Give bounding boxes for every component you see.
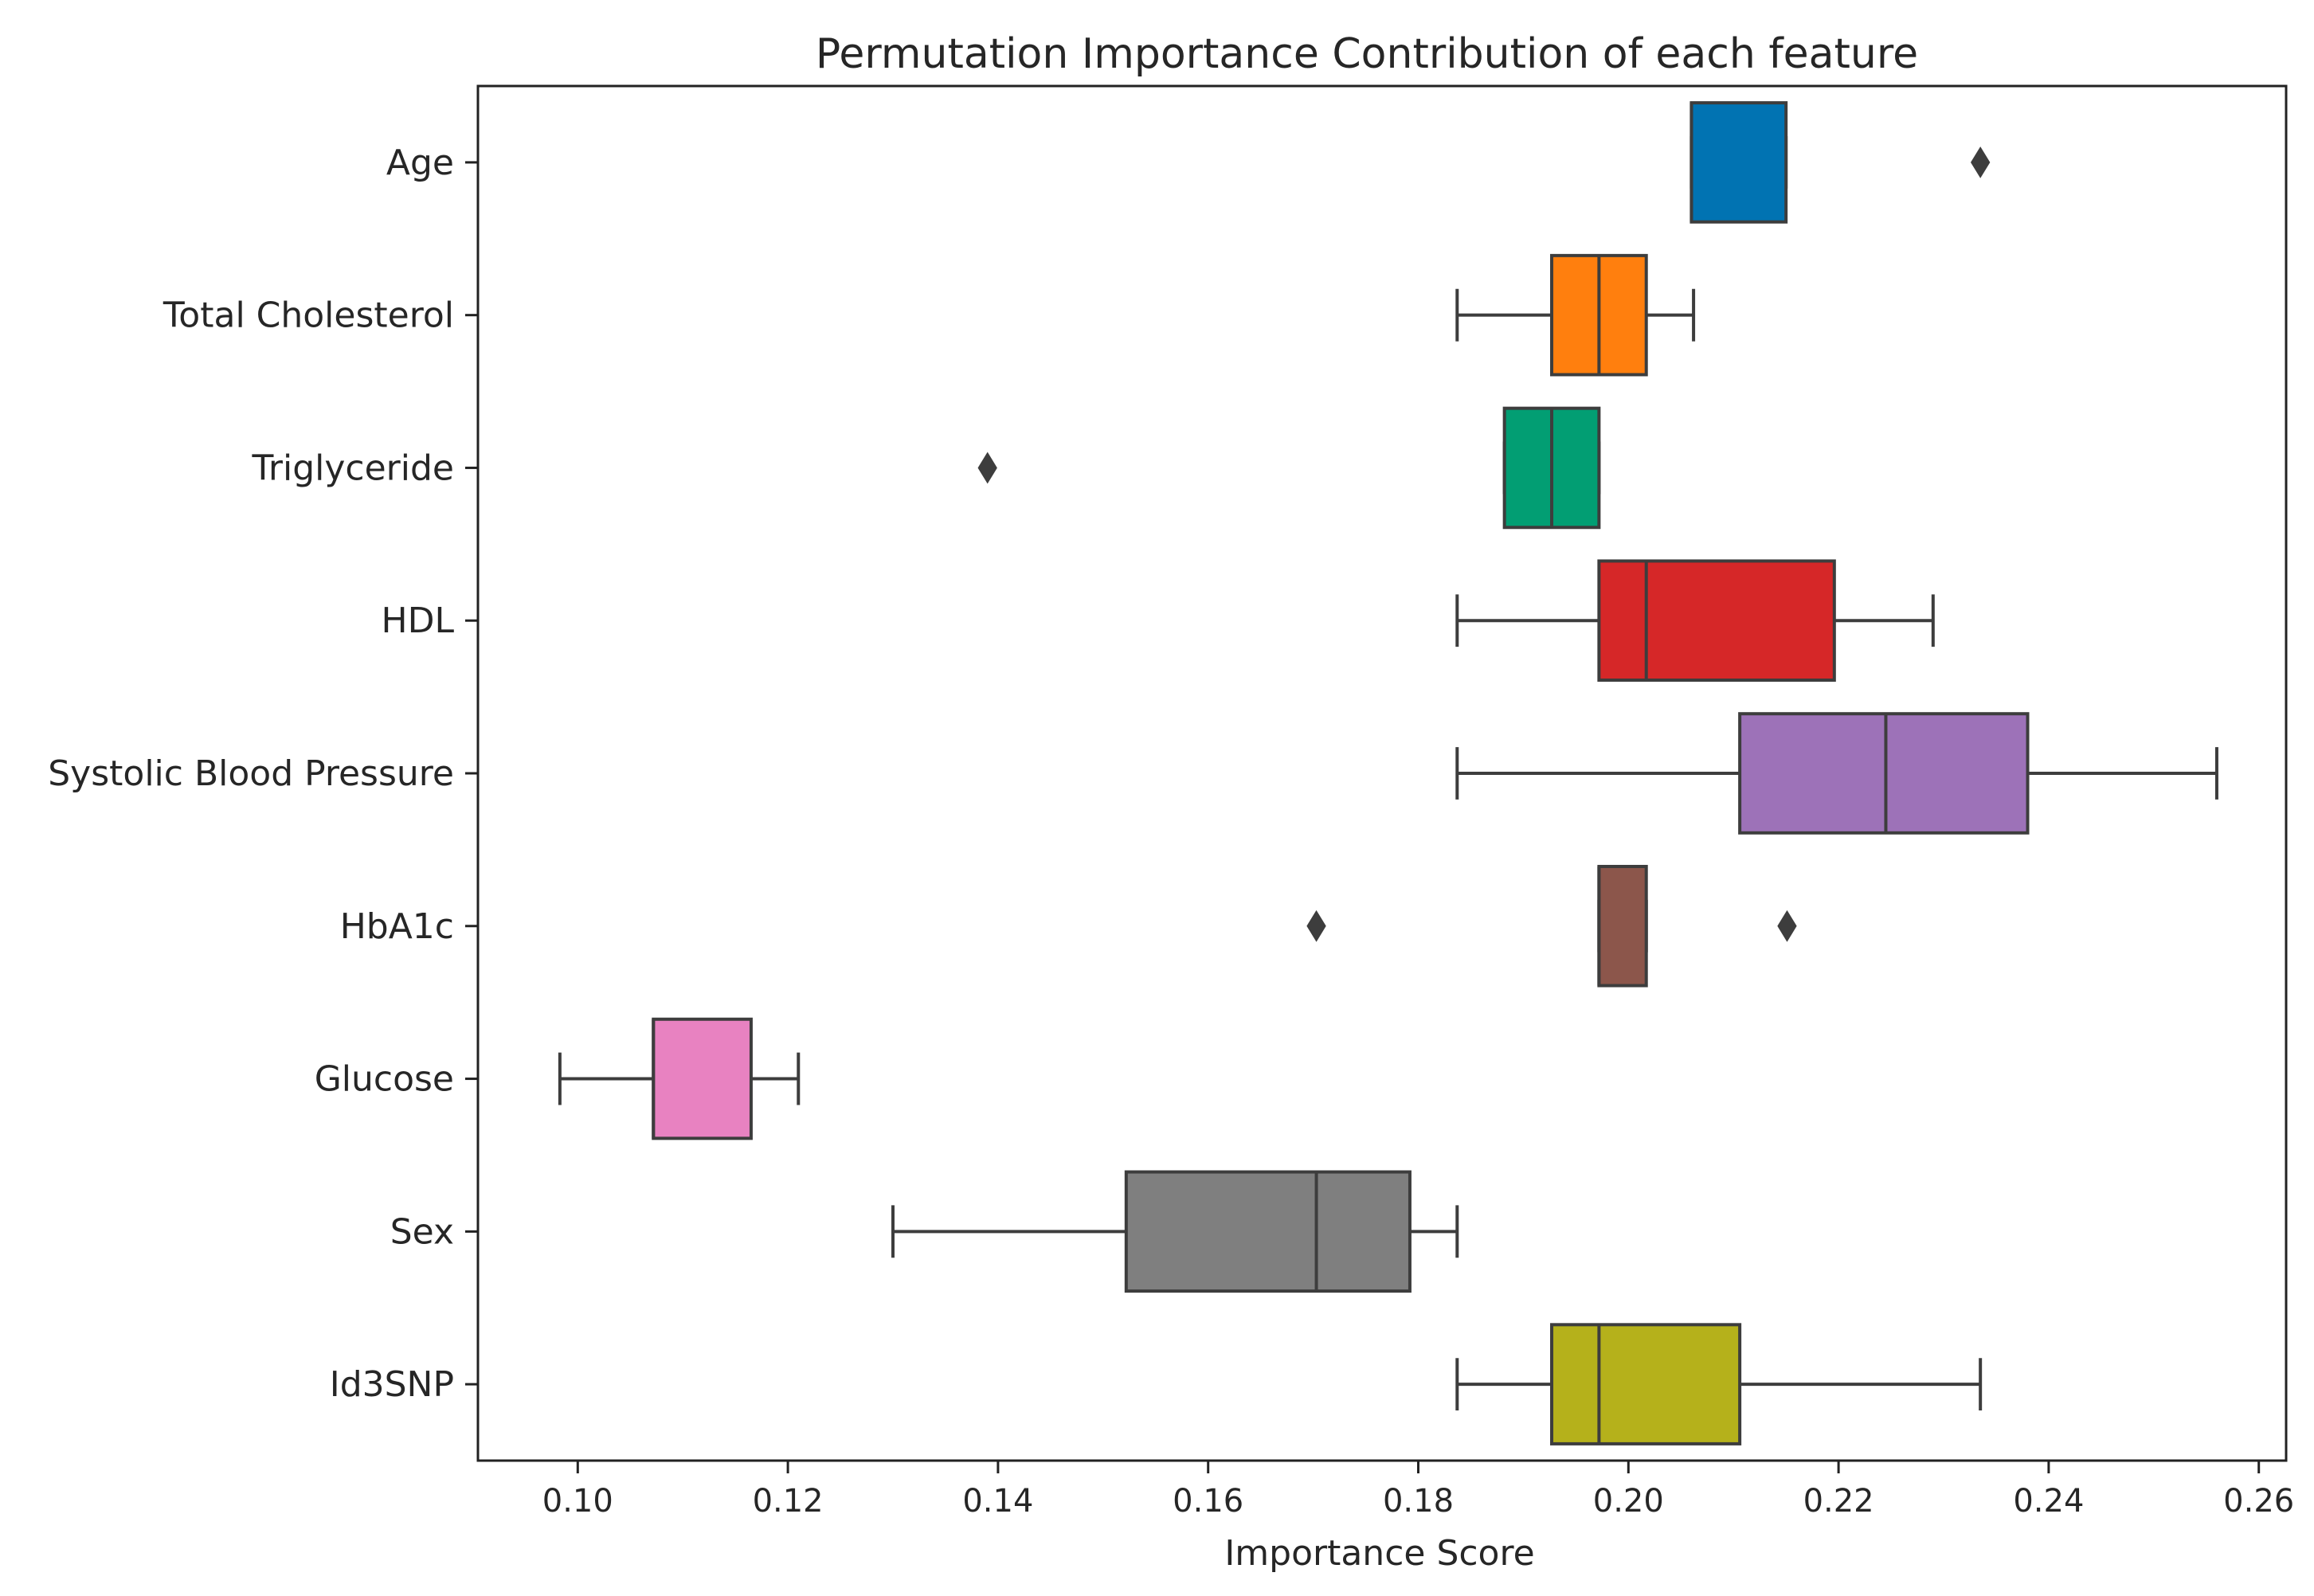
y-tick-label: Total Cholesterol [162,295,454,336]
box-iqr [652,1017,753,1140]
x-tick-label: 0.26 [2223,1483,2294,1520]
y-tick-label: Id3SNP [330,1364,454,1405]
y-tick-label: Glucose [315,1059,454,1100]
x-tick-label: 0.12 [753,1483,824,1520]
plot-area: 0.10 0.12 0.14 0.16 0.18 0.20 0.22 0.24 0.26 Age T… [48,84,2294,1520]
box-iqr [1550,1323,1742,1445]
box-iqr [1124,1170,1412,1293]
y-tick-label: HbA1c [340,906,454,947]
x-axis-label: Importance Score [1224,1533,1534,1574]
box-iqr [1597,559,1836,683]
outlier-point [1306,909,1326,942]
outlier-point [1970,146,1991,178]
y-tick-label: Systolic Blood Pressure [48,753,454,794]
y-tick-label: Age [386,143,454,183]
y-tick-label: HDL [382,600,455,641]
x-tick-label: 0.20 [1593,1483,1664,1520]
box-iqr [1597,864,1648,988]
x-tick-label: 0.22 [1803,1483,1874,1520]
box-iqr [1689,101,1788,224]
x-tick-label: 0.18 [1383,1483,1454,1520]
y-tick-label: Sex [390,1211,454,1252]
outlier-point [1777,909,1797,942]
x-tick-label: 0.16 [1173,1483,1243,1520]
x-tick-label: 0.24 [2013,1483,2084,1520]
x-tick-label: 0.10 [542,1483,613,1520]
box-iqr [1738,712,2030,835]
chart-title: Permutation Importance Contribution of e… [816,30,1918,78]
outlier-point [977,452,997,484]
y-tick-label: Triglyceride [252,448,455,488]
x-tick-label: 0.14 [962,1483,1033,1520]
